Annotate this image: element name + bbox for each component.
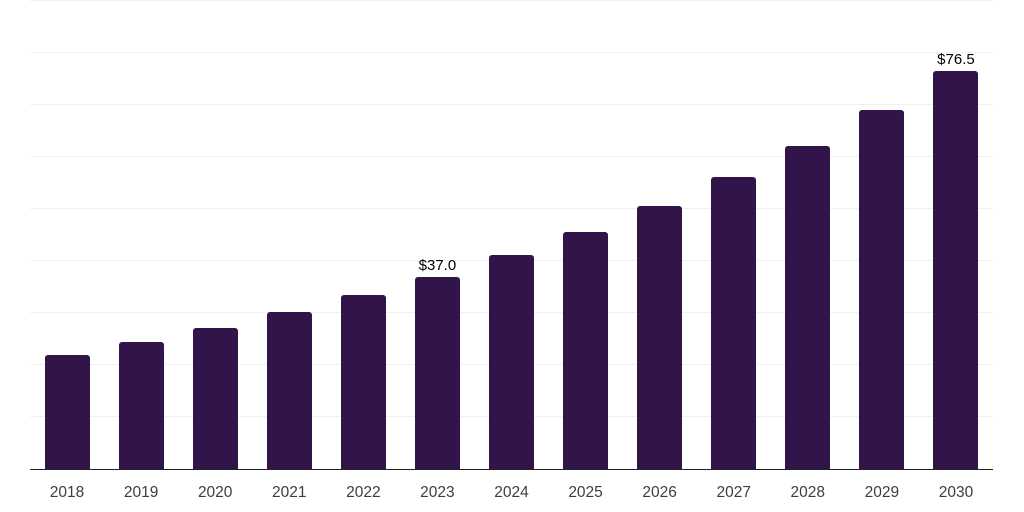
bar-2025: [563, 232, 609, 469]
x-tick-label-2018: 2018: [49, 484, 85, 501]
bar-2028: [785, 145, 831, 469]
x-tick-label-2029: 2029: [864, 484, 900, 501]
bar-2026: [637, 206, 683, 469]
bar-2019: [118, 342, 164, 469]
data-label-2023: $37.0: [418, 256, 457, 274]
gridline-50: [30, 208, 993, 209]
gridline-80: [30, 52, 993, 53]
plot-area: [30, 0, 993, 470]
x-tick-label-2026: 2026: [642, 484, 677, 501]
x-tick-label-2028: 2028: [790, 484, 826, 501]
gridline-70: [30, 104, 993, 105]
bar-2020: [192, 328, 238, 469]
bar-2024: [489, 255, 534, 469]
x-tick-label-2019: 2019: [123, 484, 159, 501]
x-tick-label-2023: 2023: [420, 484, 455, 501]
x-tick-label-2022: 2022: [346, 484, 381, 501]
x-tick-label-2020: 2020: [197, 484, 233, 501]
gridline-60: [30, 156, 993, 157]
data-label-2030: $76.5: [937, 51, 975, 69]
bar-2021: [266, 312, 312, 469]
gridline-90: [30, 0, 993, 1]
bar-2027: [711, 177, 757, 469]
x-tick-label-2024: 2024: [494, 484, 529, 501]
x-tick-label-2030: 2030: [938, 484, 974, 501]
x-tick-label-2021: 2021: [272, 484, 307, 501]
x-tick-label-2027: 2027: [716, 484, 751, 501]
bar-2022: [340, 295, 386, 469]
bar-2018: [44, 354, 90, 469]
bar-2030: [933, 71, 979, 469]
x-tick-label-2025: 2025: [568, 484, 603, 501]
bar-2023: [414, 276, 460, 469]
bar-2029: [859, 110, 905, 469]
